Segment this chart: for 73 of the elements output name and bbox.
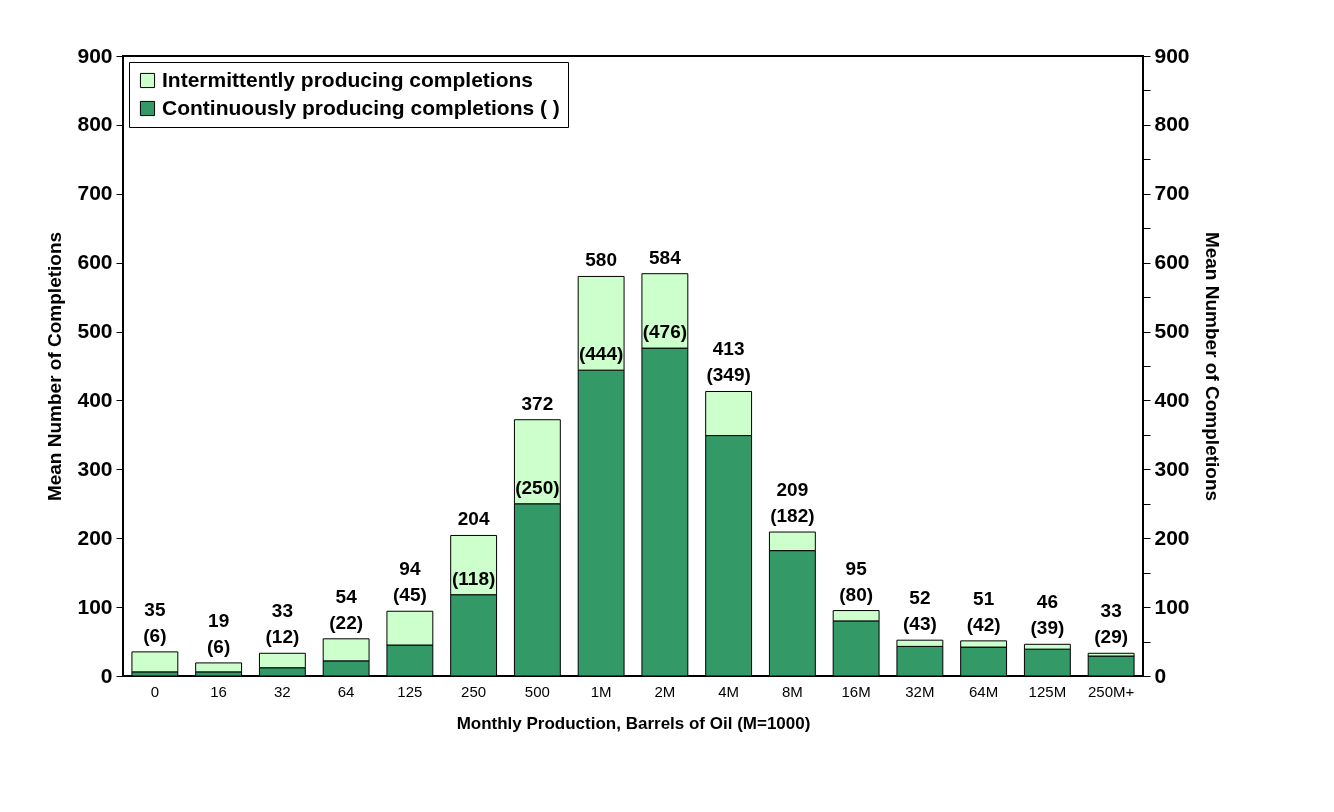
total-label: 19 [208,609,230,631]
y-tick-label: 300 [77,456,113,480]
y-axis-title: Mean Number of Completions [44,231,66,502]
x-tick-label: 125M [1028,682,1067,700]
x-tick-label: 125 [397,682,423,700]
y-tick-label: 800 [77,112,113,136]
total-label: 413 [712,338,745,360]
x-tick-label: 32M [905,682,935,700]
data-label: (349) [706,364,751,386]
y2-tick-label: 600 [1154,250,1190,274]
y-tick-label: 100 [77,594,113,618]
x-tick-label: 250 [461,682,487,700]
y-tick-label: 600 [77,250,113,274]
y-tick-label: 700 [77,181,113,205]
data-label: (22) [329,611,364,633]
y2-tick-label: 300 [1154,456,1190,480]
total-label: 51 [973,587,995,609]
y-tick-label: 900 [77,43,113,67]
total-label: 33 [1100,600,1122,622]
y-tick-label: 500 [77,319,113,343]
data-label: (45) [392,584,427,606]
x-tick-label: 64M [969,682,999,700]
data-label: (6) [143,624,167,646]
x-tick-label: 64 [337,682,355,700]
x-tick-label: 2M [654,682,676,700]
data-label: (250) [515,476,560,498]
y2-axis-title: Mean Number of Completions [1201,231,1223,502]
x-tick-label: 32 [274,682,291,700]
data-label: (12) [265,626,300,648]
legend-label: Continuously producing completions ( ) [162,95,560,119]
y-tick-label: 400 [77,387,113,411]
x-axis-title: Monthly Production, Barrels of Oil (M=1000) [456,713,811,733]
x-tick-label: 8M [781,682,803,700]
data-label: (42) [966,613,1001,635]
total-label: 46 [1036,591,1058,613]
bar [131,651,179,673]
data-label: (476) [642,321,688,343]
data-label: (444) [578,343,624,365]
x-tick-label: 4M [718,682,740,700]
total-label: 584 [649,246,682,268]
y2-tick-label: 500 [1154,319,1190,343]
y-tick-label: 200 [77,525,113,549]
total-label: 33 [271,600,293,622]
data-label: (182) [770,505,815,527]
total-label: 54 [335,585,358,607]
data-label: (80) [839,583,874,605]
legend-label: Intermittently producing completions [162,67,534,91]
data-label: (118) [451,567,496,589]
y2-tick-label: 100 [1154,594,1190,618]
data-label: (29) [1094,626,1129,648]
x-tick-label: 16 [210,682,227,700]
total-label: 52 [909,587,931,609]
x-tick-label: 250M+ [1087,682,1135,700]
x-tick-label: 0 [150,682,160,700]
total-label: 580 [585,249,617,271]
bar [195,662,243,673]
y2-tick-label: 800 [1154,112,1190,136]
data-label: (43) [902,613,937,635]
total-label: 35 [144,598,166,620]
total-label: 209 [776,479,809,501]
x-tick-label: 500 [524,682,550,700]
total-label: 204 [457,508,490,530]
y2-tick-label: 700 [1154,181,1190,205]
total-label: 95 [845,557,868,579]
x-tick-label: 16M [841,682,871,700]
y2-tick-label: 200 [1154,525,1190,549]
y2-tick-label: 900 [1154,43,1190,67]
total-label: 372 [521,392,554,414]
y2-tick-label: 400 [1154,387,1190,411]
x-tick-label: 1M [590,682,612,700]
data-label: (39) [1030,617,1065,639]
total-label: 94 [399,558,421,580]
data-label: (6) [207,635,231,657]
